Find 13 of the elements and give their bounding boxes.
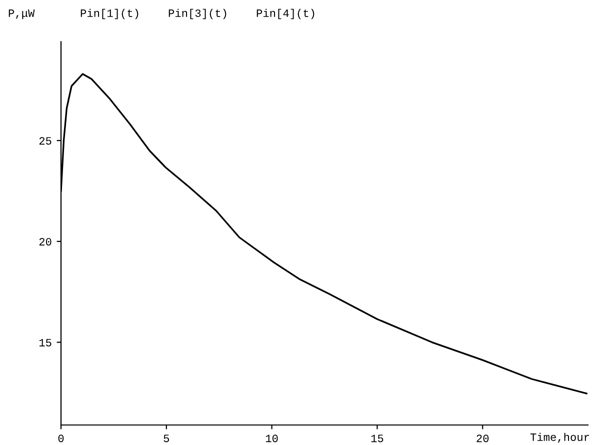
text: Pin[3](t) bbox=[168, 8, 226, 20]
x-axis-title: Time,hour bbox=[530, 432, 589, 443]
x-tick-label: 20 bbox=[476, 434, 489, 442]
x-tick-label: 0 bbox=[58, 434, 64, 442]
text: Pin[4](t) bbox=[256, 8, 314, 20]
text: Pin[1](t) bbox=[80, 8, 138, 20]
y-axis-title: P,μW bbox=[8, 10, 35, 20]
y-tick-label: 20 bbox=[39, 238, 52, 246]
x-tick-label: 5 bbox=[164, 434, 170, 442]
y-tick-label: 15 bbox=[39, 338, 52, 346]
x-tick-label: 15 bbox=[371, 434, 384, 442]
x-tick-label: 10 bbox=[266, 434, 278, 442]
y-tick-label: 25 bbox=[39, 137, 52, 145]
